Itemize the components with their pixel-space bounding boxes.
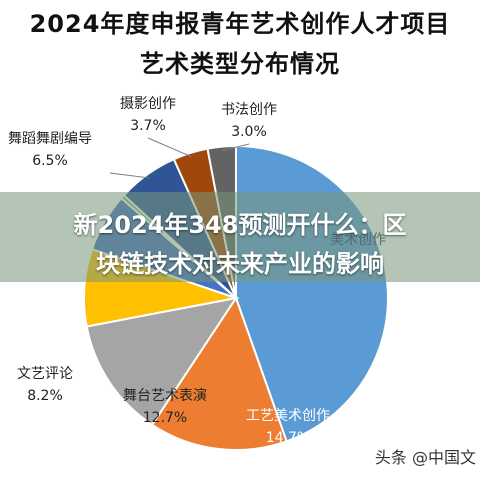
slice-value-label: 8.2% xyxy=(27,388,63,404)
slice-label: 工艺美术创作 xyxy=(246,408,330,424)
leader-line xyxy=(109,172,150,179)
chart-subtitle: 艺术类型分布情况 xyxy=(140,50,340,78)
slice-value-label: 6.5% xyxy=(32,153,68,169)
slice-label: 摄影创作 xyxy=(120,96,176,112)
chart-title: 2024年度申报青年艺术创作人才项目 xyxy=(29,10,451,38)
slice-label: 书法创作 xyxy=(221,102,277,118)
slice-label: 舞台艺术表演 xyxy=(123,388,207,404)
leader-line xyxy=(147,137,192,158)
watermark-background xyxy=(362,446,480,472)
banner-line-2[interactable]: 块链技术对未来产业的影响 xyxy=(96,250,384,278)
pie-slice xyxy=(150,295,288,451)
slice-label: 文艺评论 xyxy=(17,366,73,382)
slice-label: 舞蹈舞剧编导 xyxy=(8,131,92,147)
headline-banner xyxy=(0,192,480,282)
slice-value-label: 12.7% xyxy=(143,410,187,426)
watermark: 头条 @中国文 xyxy=(374,448,476,467)
banner-line-1[interactable]: 新2024年348预测开什么：区 xyxy=(73,211,407,239)
slice-value-label: 14.7% xyxy=(266,430,310,446)
slice-value-label: 3.7% xyxy=(130,118,166,134)
slice-value-label: 3.0% xyxy=(231,124,267,140)
leader-line xyxy=(221,143,250,152)
pie-slice xyxy=(85,296,239,427)
